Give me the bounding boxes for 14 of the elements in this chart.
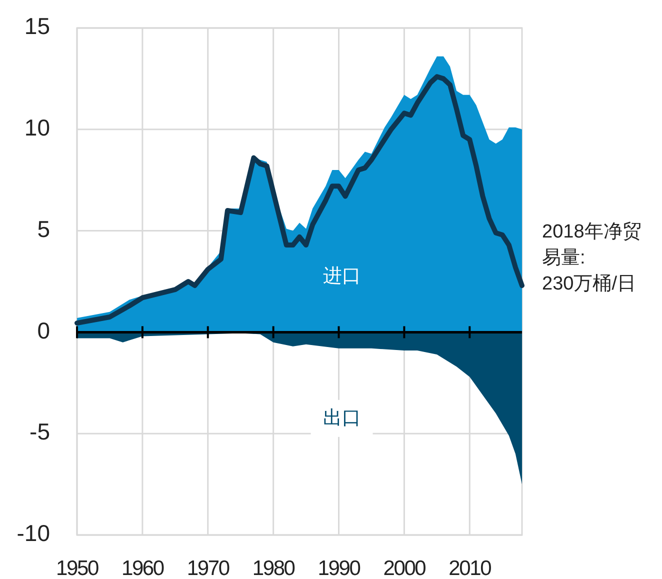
xtick: 1950 <box>56 557 98 579</box>
annotation: 2018年净贸易量: 230万桶/日 <box>542 222 642 295</box>
xtick: 2010 <box>448 557 491 579</box>
ytick: -10 <box>16 520 50 546</box>
ytick: 0 <box>37 317 50 344</box>
xtick: 1990 <box>318 557 360 579</box>
xtick: 1980 <box>252 557 294 579</box>
xtick: 1970 <box>186 557 229 579</box>
ytick: 10 <box>24 114 50 140</box>
xtick: 1960 <box>121 557 164 579</box>
ytick: 5 <box>37 216 50 242</box>
ytick: 15 <box>24 13 50 40</box>
ytick: -5 <box>30 418 50 445</box>
xtick: 2000 <box>383 557 426 579</box>
